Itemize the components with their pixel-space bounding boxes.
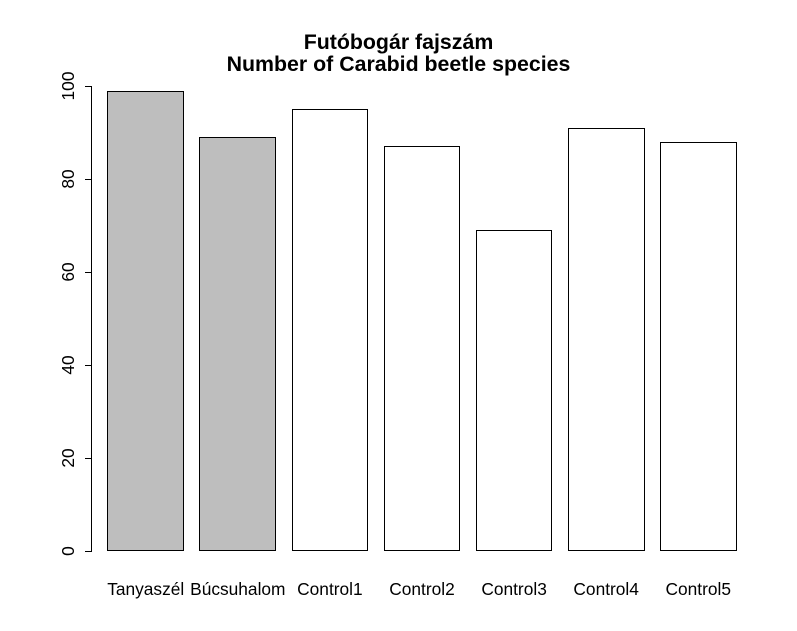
x-tick-label: Control5 xyxy=(666,579,732,600)
x-tick-label: Búcsuhalom xyxy=(190,579,285,600)
y-tick-label: 60 xyxy=(58,262,79,281)
y-tick-mark xyxy=(85,86,92,87)
y-tick-mark xyxy=(85,551,92,552)
y-tick-mark xyxy=(85,458,92,459)
y-tick-label: 0 xyxy=(58,546,79,556)
x-tick-label: Control1 xyxy=(297,579,363,600)
y-tick-mark xyxy=(85,272,92,273)
bar xyxy=(199,137,276,551)
y-tick-label: 20 xyxy=(58,448,79,467)
bar xyxy=(384,146,461,551)
y-tick-label: 100 xyxy=(58,72,79,101)
bar xyxy=(476,230,553,551)
bars-group xyxy=(92,86,752,551)
plot-area: 020406080100 xyxy=(92,86,752,551)
x-tick-label: Tanyaszél xyxy=(107,579,184,600)
y-tick-mark xyxy=(85,365,92,366)
x-tick-label: Control2 xyxy=(389,579,455,600)
bar xyxy=(292,109,369,551)
bar xyxy=(660,142,737,551)
y-tick-label: 40 xyxy=(58,355,79,374)
x-tick-label: Control4 xyxy=(573,579,639,600)
y-tick-label: 80 xyxy=(58,169,79,188)
bar xyxy=(107,91,184,551)
chart-container: Futóbogár fajszám Number of Carabid beet… xyxy=(0,0,797,631)
x-tick-label: Control3 xyxy=(481,579,547,600)
y-tick-mark xyxy=(85,179,92,180)
bar xyxy=(568,128,645,551)
chart-title-line-2: Number of Carabid beetle species xyxy=(0,52,797,77)
